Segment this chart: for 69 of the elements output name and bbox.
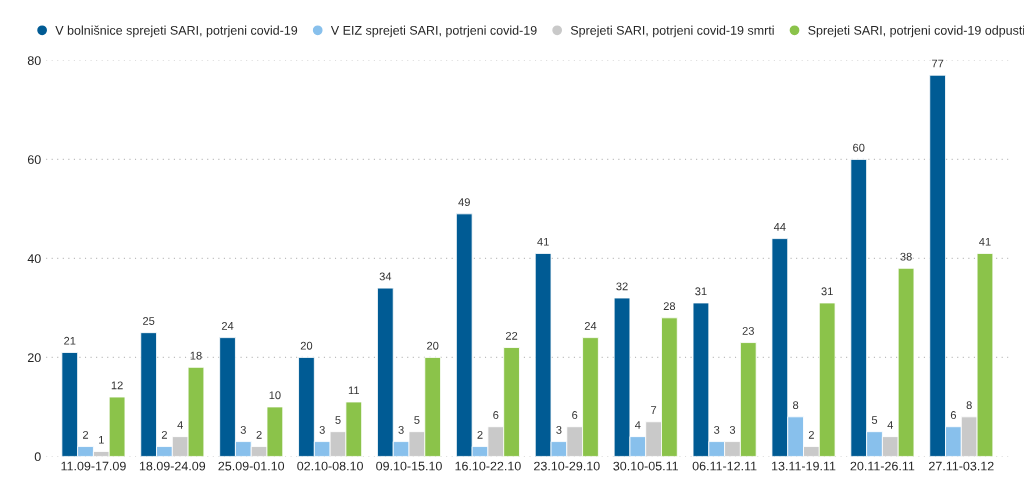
x-tick-label: 30.10-05.11 [613,461,678,471]
x-tick-label: 18.09-24.09 [139,461,206,471]
x-tick-label: 02.10-08.10 [297,461,363,471]
data-label: 3 [714,425,720,434]
data-label: 3 [240,425,246,434]
data-label: 31 [821,287,833,296]
data-label: 5 [335,416,341,424]
x-tick-label: 20.11-26.11 [850,461,915,471]
data-label: 41 [537,237,549,246]
x-tick-label: 16.10-22.10 [455,461,521,471]
y-tick-label: 40 [27,254,41,264]
data-label: 18 [190,351,202,360]
x-tick-label: 09.10-15.10 [376,461,442,471]
data-label: 21 [64,336,76,345]
data-label: 24 [221,322,234,330]
data-label: 4 [634,421,641,429]
data-label: 11 [348,386,360,395]
data-label: 34 [379,272,392,281]
data-label: 38 [900,252,912,261]
data-label: 31 [695,287,707,296]
data-label: 7 [651,406,657,414]
x-tick-label: 23.10-29.10 [534,461,600,471]
data-label: 2 [256,430,262,439]
legend-label: V EIZ sprejeti SARI, potrjeni covid-19 [330,25,537,38]
data-label: 60 [853,143,865,152]
data-label: 8 [966,401,972,410]
y-tick-label: 20 [27,353,41,363]
data-label: 41 [979,237,991,246]
data-label: 3 [556,425,562,434]
y-tick-label: 60 [27,155,41,165]
data-label: 1 [99,435,104,444]
data-label: 20 [300,341,313,350]
data-label: 77 [932,59,944,68]
data-label: 32 [616,282,628,291]
data-label: 12 [111,381,123,390]
data-label: 5 [414,416,420,424]
data-label: 49 [458,198,470,207]
data-label: 44 [773,223,786,231]
data-label: 2 [808,430,814,439]
data-label: 2 [83,430,89,439]
data-label: 24 [584,322,597,330]
data-label: 28 [663,302,676,311]
legend-label: Sprejeti SARI, potrjeni covid-19 smrti [570,25,774,38]
data-label: 20 [427,341,439,350]
x-tick-label: 25.09-01.10 [218,461,285,471]
data-label: 23 [742,326,754,335]
y-tick-label: 80 [27,56,41,66]
data-label: 10 [269,391,281,400]
data-label: 2 [161,430,167,439]
data-label: 6 [493,411,499,419]
data-label: 2 [477,430,483,439]
data-label: 4 [887,421,894,429]
data-label: 25 [143,317,155,325]
x-tick-label: 11.09-17.09 [61,461,126,471]
data-label: 6 [572,411,578,419]
data-label: 4 [177,421,183,429]
data-label: 22 [505,331,518,340]
y-tick-label: 0 [34,452,41,462]
data-label: 3 [319,425,325,434]
legend-label: Sprejeti SARI, potrjeni covid-19 odpusti [808,25,1024,38]
x-tick-label: 27.11-03.12 [929,461,994,471]
x-tick-label: 06.11-12.11 [692,461,757,471]
data-label: 6 [950,411,957,419]
data-label: 5 [871,416,878,424]
x-tick-label: 13.11-19.11 [772,461,836,471]
data-label: 3 [398,425,404,434]
data-label: 3 [729,425,736,434]
data-label: 8 [793,401,799,410]
legend-label: V bolnišnice sprejeti SARI, potrjeni covid-19 [55,25,298,38]
